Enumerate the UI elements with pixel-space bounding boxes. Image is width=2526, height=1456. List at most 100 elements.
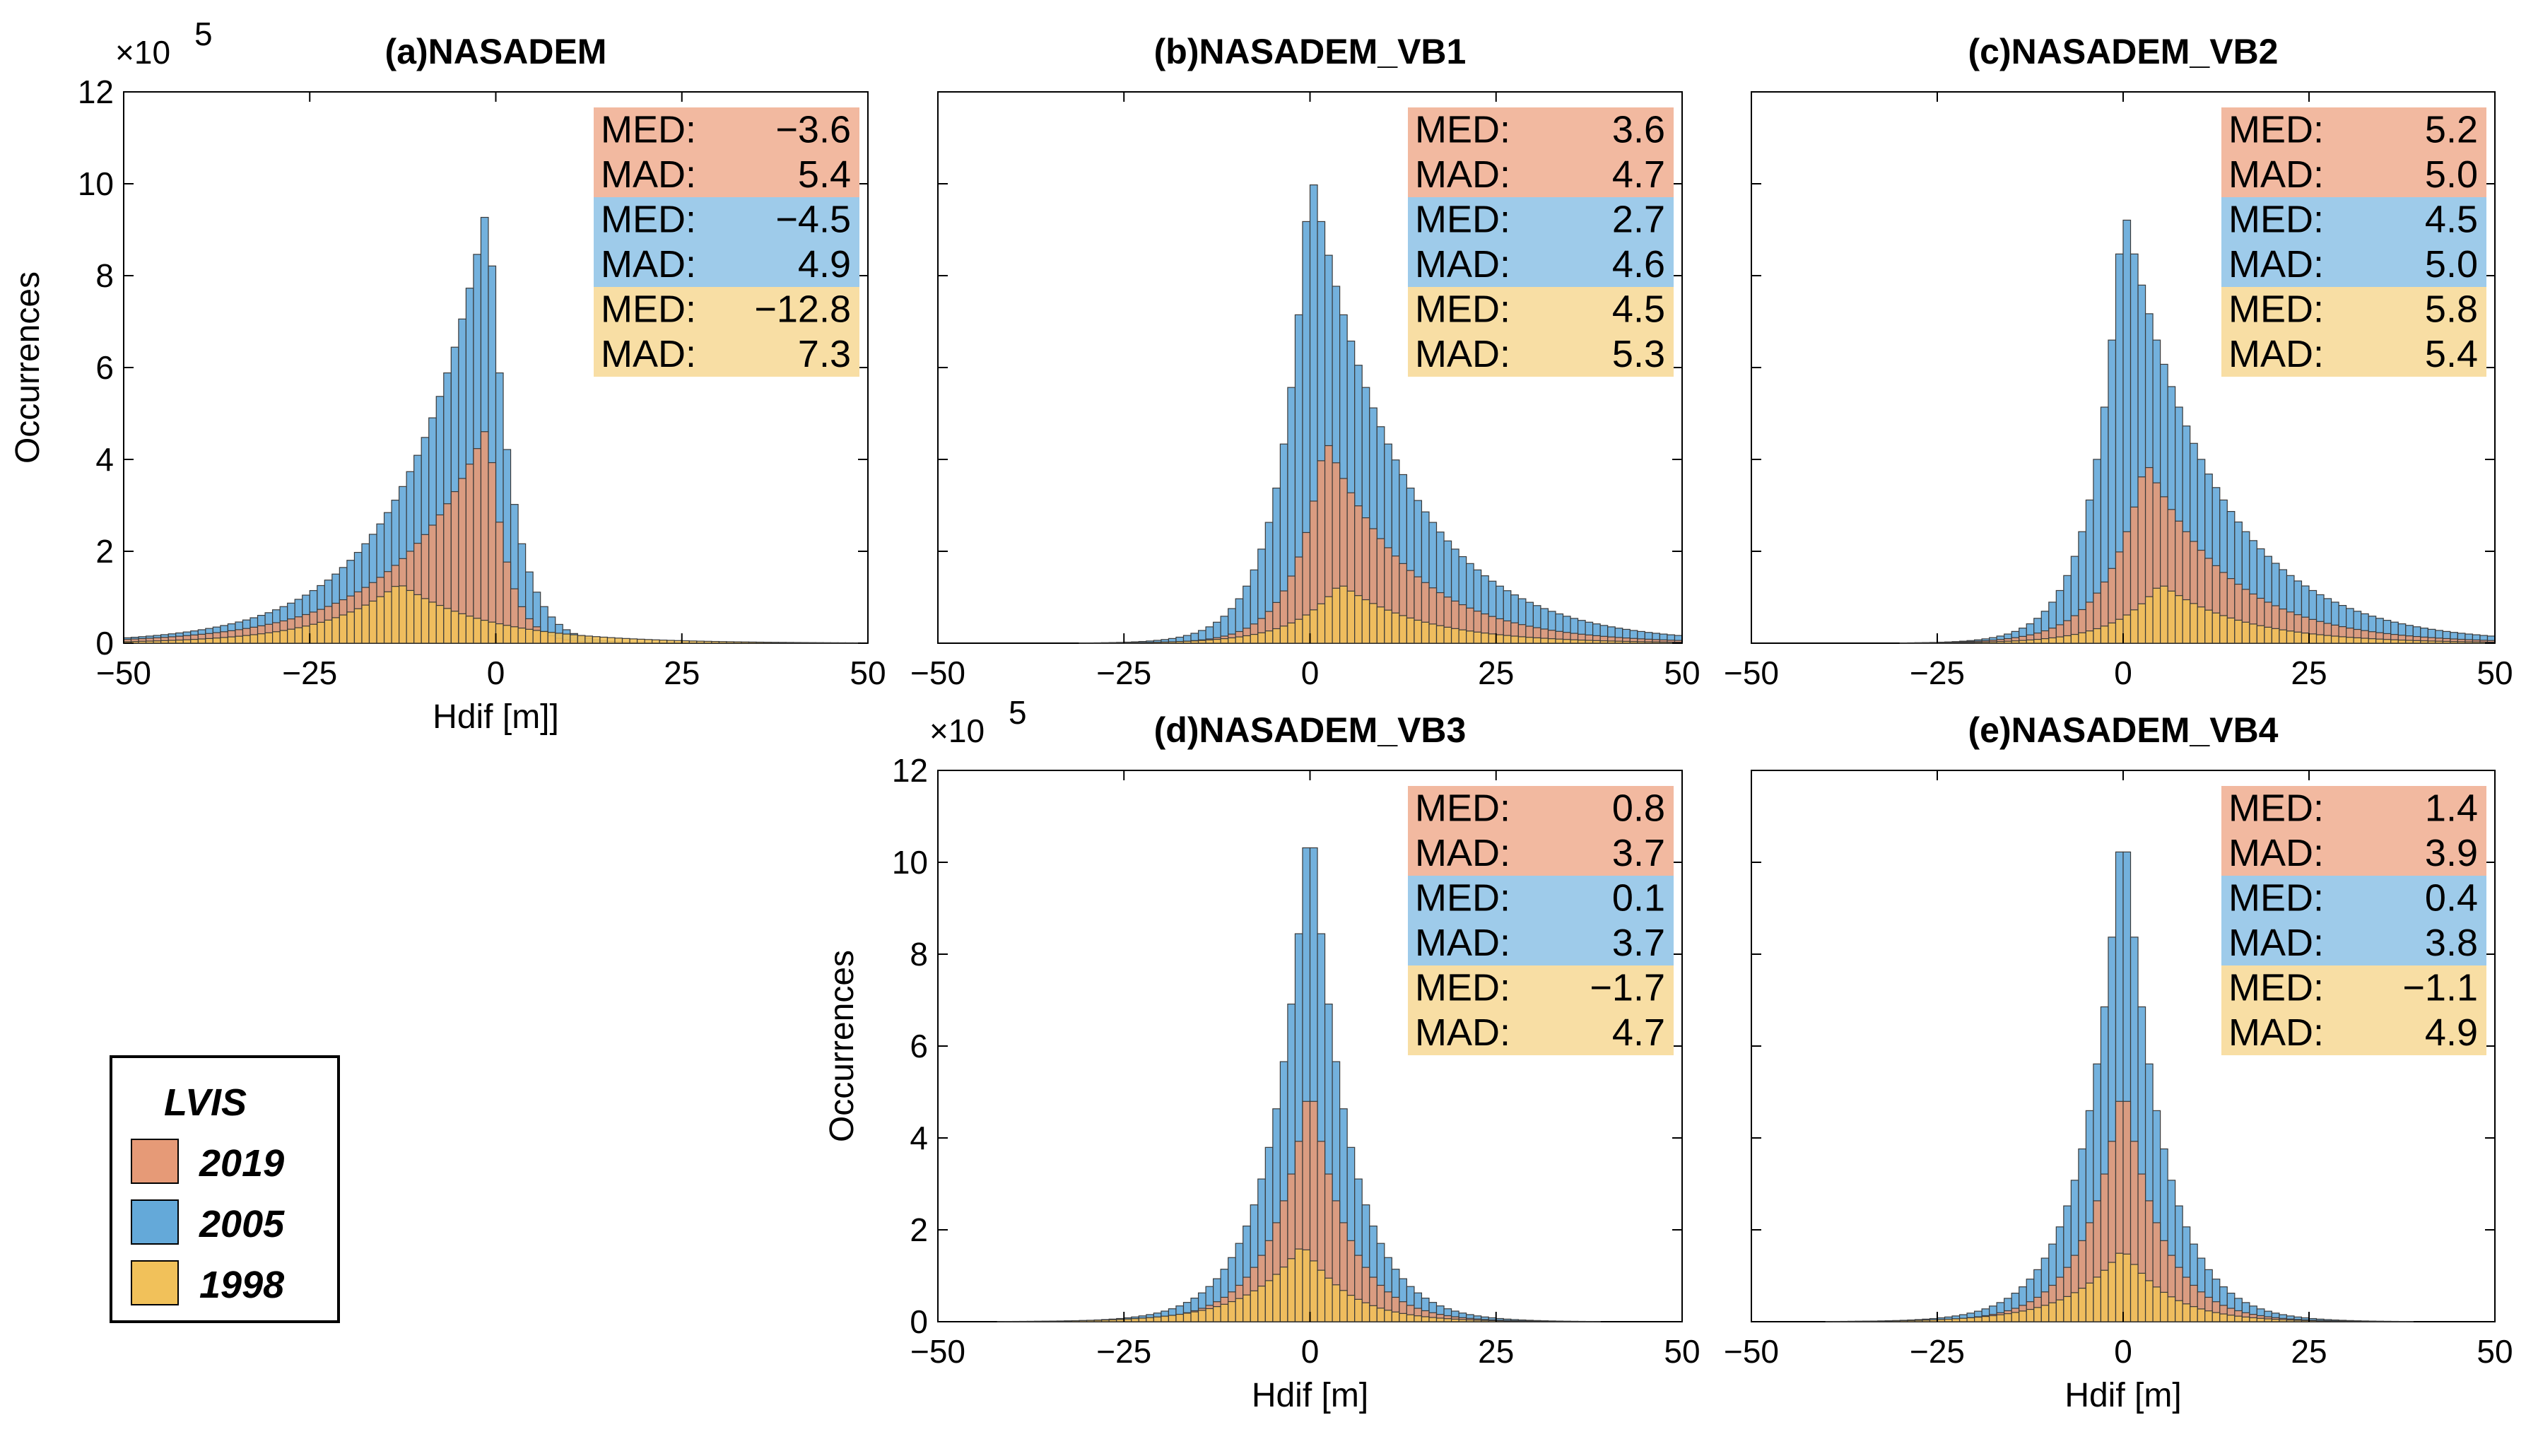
bar-1998 [644,639,653,644]
bar-1998 [488,621,497,644]
bar-1998 [1884,1320,1893,1322]
bar-1998 [2346,637,2354,644]
bar-1998 [2397,639,2407,644]
mad-label: MAD: [601,333,696,375]
stats-1998: MED: 4.5 MAD: 5.3 [1408,287,1674,377]
bar-1998 [227,636,236,644]
bar-1998 [2093,628,2102,644]
bar-1998 [2122,1253,2132,1322]
med-label: MED: [601,199,696,241]
med-label: MED: [1415,967,1510,1009]
bar-1998 [1228,1301,1236,1322]
bar-1998 [2435,640,2443,644]
bar-1998 [2405,640,2414,644]
bar-1998 [1116,1319,1124,1322]
bar-1998 [2130,1264,2139,1322]
mad-value: 4.9 [2425,1011,2478,1054]
bar-1998 [2011,640,2020,644]
bar-1998 [532,630,541,644]
x-tick-label: 50 [850,654,886,691]
bar-1998 [458,613,466,644]
bar-1998 [406,589,415,644]
y-tick-label: 2 [95,533,114,570]
bar-1998 [2338,1320,2347,1322]
bar-1998 [808,642,816,644]
bar-1998 [1944,1318,1953,1322]
bar-1998 [793,642,801,644]
bar-1998 [1369,1305,1377,1322]
bar-1998 [1922,1320,1931,1322]
stats-bg-1998 [2221,287,2486,377]
bar-1998 [577,635,586,644]
bar-1998 [1235,636,1244,644]
bar-1998 [2338,636,2347,644]
bar-1998 [1376,1308,1385,1322]
bar-1998 [1250,633,1259,644]
med-label: MED: [601,109,696,151]
bar-1998 [473,618,482,644]
mad-label: MAD: [2228,153,2324,196]
mad-label: MAD: [2228,243,2324,286]
y-tick-label: 8 [95,257,114,294]
bar-1998 [2063,635,2072,644]
mad-value: 5.4 [2425,333,2478,375]
bar-1998 [1406,617,1415,644]
mad-label: MAD: [601,153,696,196]
stats-2019: MED: −3.6 MAD: 5.4 [594,107,859,197]
bar-1998 [1332,587,1341,644]
bar-1998 [1570,639,1579,644]
mad-label: MAD: [1415,832,1510,874]
stats-2005: MED: 2.7 MAD: 4.6 [1408,197,1674,287]
bar-1998 [1481,633,1489,644]
bar-1998 [1473,1320,1482,1322]
bar-1998 [2040,638,2050,644]
bar-1998 [2346,1320,2354,1322]
bar-1998 [2204,1310,2213,1322]
panel-1: −50 −25 0 25 50 0 2 4 6 8 10 12 (a)NASADEM ×10 5 Hdif [… [9,16,886,736]
x-tick-label: −25 [1096,654,1151,691]
bar-1998 [1855,1320,1864,1322]
bar-1998 [2219,1313,2228,1322]
bar-1998 [2315,634,2325,644]
bar-1998 [756,641,765,644]
med-value: 4.5 [1612,288,1665,331]
bar-1998 [160,640,169,644]
bar-1998 [1937,1319,1946,1322]
bar-1998 [778,642,787,644]
stats-bg-2019 [2221,107,2486,197]
bar-1998 [1966,642,1975,644]
bar-1998 [503,625,512,644]
med-label: MED: [1415,199,1510,241]
mad-value: 5.4 [798,153,851,196]
bar-1998 [1056,1320,1065,1322]
series-1998 [123,585,869,644]
bar-1998 [517,628,527,644]
bar-1998 [346,611,356,644]
bar-1998 [2330,635,2339,644]
bar-1998 [2197,1308,2206,1322]
bar-1998 [1384,609,1392,644]
bar-1998 [1488,633,1497,644]
bar-1998 [2085,1282,2094,1322]
bar-1998 [1257,632,1266,644]
bar-1998 [1324,596,1333,644]
med-value: 3.6 [1612,109,1665,151]
bar-1998 [383,591,392,644]
bar-1998 [1974,641,1982,644]
bar-1998 [2055,1299,2064,1322]
bar-1998 [2450,641,2458,644]
bar-1998 [1532,637,1541,644]
bar-1998 [2004,1313,2012,1322]
bar-1998 [1414,619,1423,644]
bar-1998 [1153,641,1162,644]
bar-1998 [2361,638,2369,644]
bar-1998 [1435,625,1445,644]
bar-1998 [1250,1290,1259,1322]
stats-bg-2019 [1408,786,1674,876]
bar-1998 [2264,1318,2272,1322]
bar-1998 [1146,642,1154,644]
x-tick-label: 0 [2114,654,2132,691]
bar-1998 [249,634,259,644]
x-axis-label: Hdif [m] [2064,1377,2181,1414]
bar-1998 [2301,633,2310,644]
